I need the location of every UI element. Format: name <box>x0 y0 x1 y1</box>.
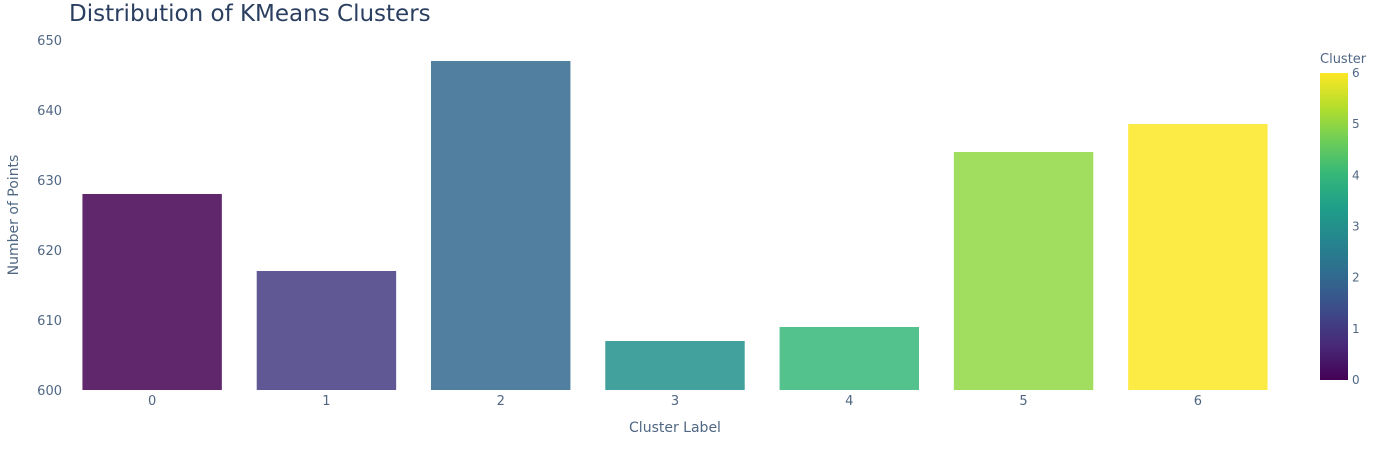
chart-title: Distribution of KMeans Clusters <box>69 1 431 27</box>
x-axis-title: Cluster Label <box>629 420 721 436</box>
y-tick-label: 600 <box>37 384 62 399</box>
colorbar-tick-label: 0 <box>1352 373 1360 387</box>
colorbar-tick-label: 4 <box>1352 168 1360 182</box>
x-tick-label: 6 <box>1194 394 1202 409</box>
y-tick-label: 610 <box>37 314 62 329</box>
bar-cluster-0[interactable] <box>82 194 222 390</box>
x-tick-label: 3 <box>671 394 679 409</box>
x-axis-ticks: 0 1 2 3 4 5 6 <box>148 394 1202 409</box>
y-axis-title: Number of Points <box>6 155 22 276</box>
y-tick-label: 640 <box>37 104 62 119</box>
bars-layer <box>82 61 1268 390</box>
bar-cluster-3[interactable] <box>605 341 745 390</box>
colorbar-tick-label: 2 <box>1352 271 1360 285</box>
bar-cluster-1[interactable] <box>256 271 397 390</box>
bar-cluster-2[interactable] <box>431 61 571 390</box>
colorbar-gradient <box>1320 73 1348 380</box>
x-tick-label: 4 <box>845 394 853 409</box>
colorbar-title: Cluster <box>1320 52 1367 67</box>
colorbar-tick-label: 1 <box>1352 322 1360 336</box>
y-axis-ticks: 600 610 620 630 640 650 <box>37 34 62 399</box>
bar-cluster-4[interactable] <box>779 327 919 390</box>
y-tick-label: 620 <box>37 244 62 259</box>
x-tick-label: 2 <box>497 394 505 409</box>
bar-cluster-6[interactable] <box>1128 124 1268 390</box>
colorbar-tick-label: 6 <box>1352 66 1360 80</box>
y-tick-label: 630 <box>37 174 62 189</box>
y-tick-label: 650 <box>37 34 62 49</box>
bar-cluster-5[interactable] <box>953 152 1094 390</box>
colorbar-ticks: 0 1 2 3 4 5 6 <box>1352 66 1360 387</box>
x-tick-label: 5 <box>1019 394 1027 409</box>
colorbar: Cluster 0 1 2 3 4 5 6 <box>1320 52 1367 387</box>
x-tick-label: 0 <box>148 394 156 409</box>
colorbar-tick-label: 3 <box>1352 220 1360 234</box>
x-tick-label: 1 <box>322 394 330 409</box>
colorbar-tick-label: 5 <box>1352 117 1360 131</box>
